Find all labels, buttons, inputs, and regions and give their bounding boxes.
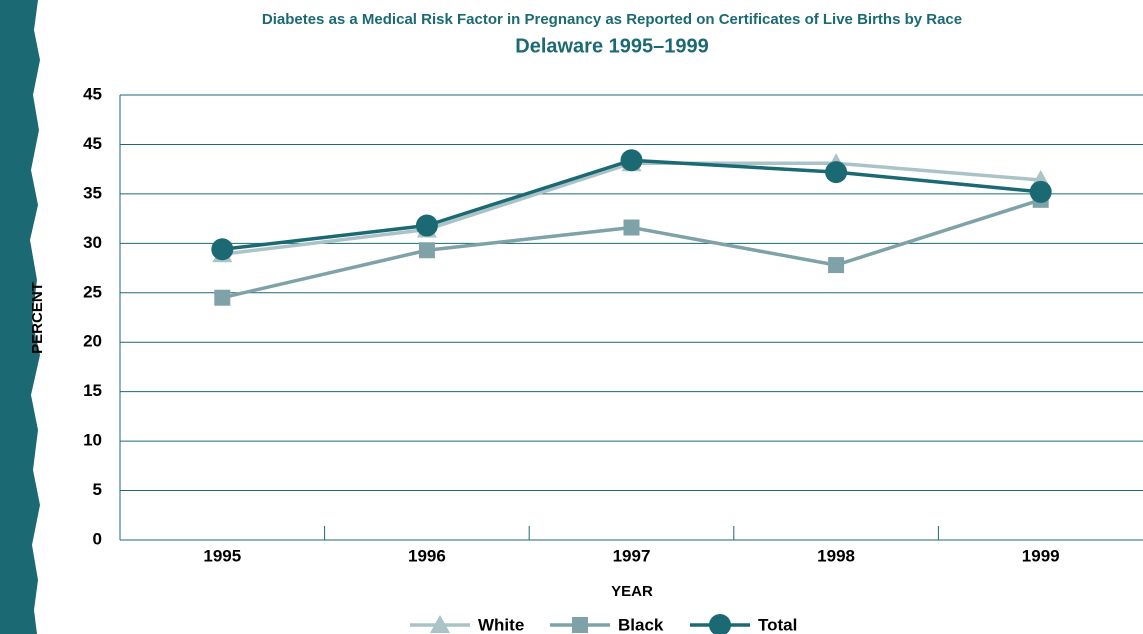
chart-title: Diabetes as a Medical Risk Factor in Pre… xyxy=(262,11,962,28)
y-tick-label: 0 xyxy=(93,529,102,548)
x-tick-label: 1997 xyxy=(613,546,651,565)
y-axis-label: PERCENT xyxy=(29,282,46,354)
y-tick-label: 10 xyxy=(83,431,102,450)
y-tick-label: 15 xyxy=(83,381,102,400)
series-line xyxy=(221,198,1042,300)
data-point xyxy=(415,214,438,237)
y-tick-label: 30 xyxy=(83,233,102,252)
data-point xyxy=(825,161,848,184)
legend-label: White xyxy=(478,615,524,634)
y-tick-label: 45 xyxy=(83,84,102,103)
x-tick-label: 1995 xyxy=(203,546,241,565)
x-tick-label: 1996 xyxy=(408,546,446,565)
x-tick-label: 1999 xyxy=(1022,546,1060,565)
legend-label: Black xyxy=(618,615,664,634)
data-point xyxy=(418,242,435,259)
x-tick-label: 1998 xyxy=(817,546,855,565)
data-point xyxy=(214,289,231,306)
decorative-strip xyxy=(0,0,40,634)
data-point xyxy=(623,219,640,236)
legend-label: Total xyxy=(758,615,797,634)
data-point xyxy=(828,257,845,274)
y-tick-label: 5 xyxy=(93,480,102,499)
chart-subtitle: Delaware 1995–1999 xyxy=(515,35,709,57)
data-point xyxy=(620,149,643,172)
legend-marker xyxy=(709,614,731,634)
data-point xyxy=(1029,180,1052,203)
y-tick-label: 45 xyxy=(83,134,102,153)
series-line xyxy=(222,158,1041,252)
x-axis-label: YEAR xyxy=(611,583,653,600)
y-tick-label: 35 xyxy=(83,183,102,202)
y-tick-label: 20 xyxy=(83,332,102,351)
data-point xyxy=(211,238,234,261)
y-tick-label: 25 xyxy=(83,282,102,301)
legend-marker xyxy=(572,617,588,633)
legend-marker xyxy=(430,615,450,633)
